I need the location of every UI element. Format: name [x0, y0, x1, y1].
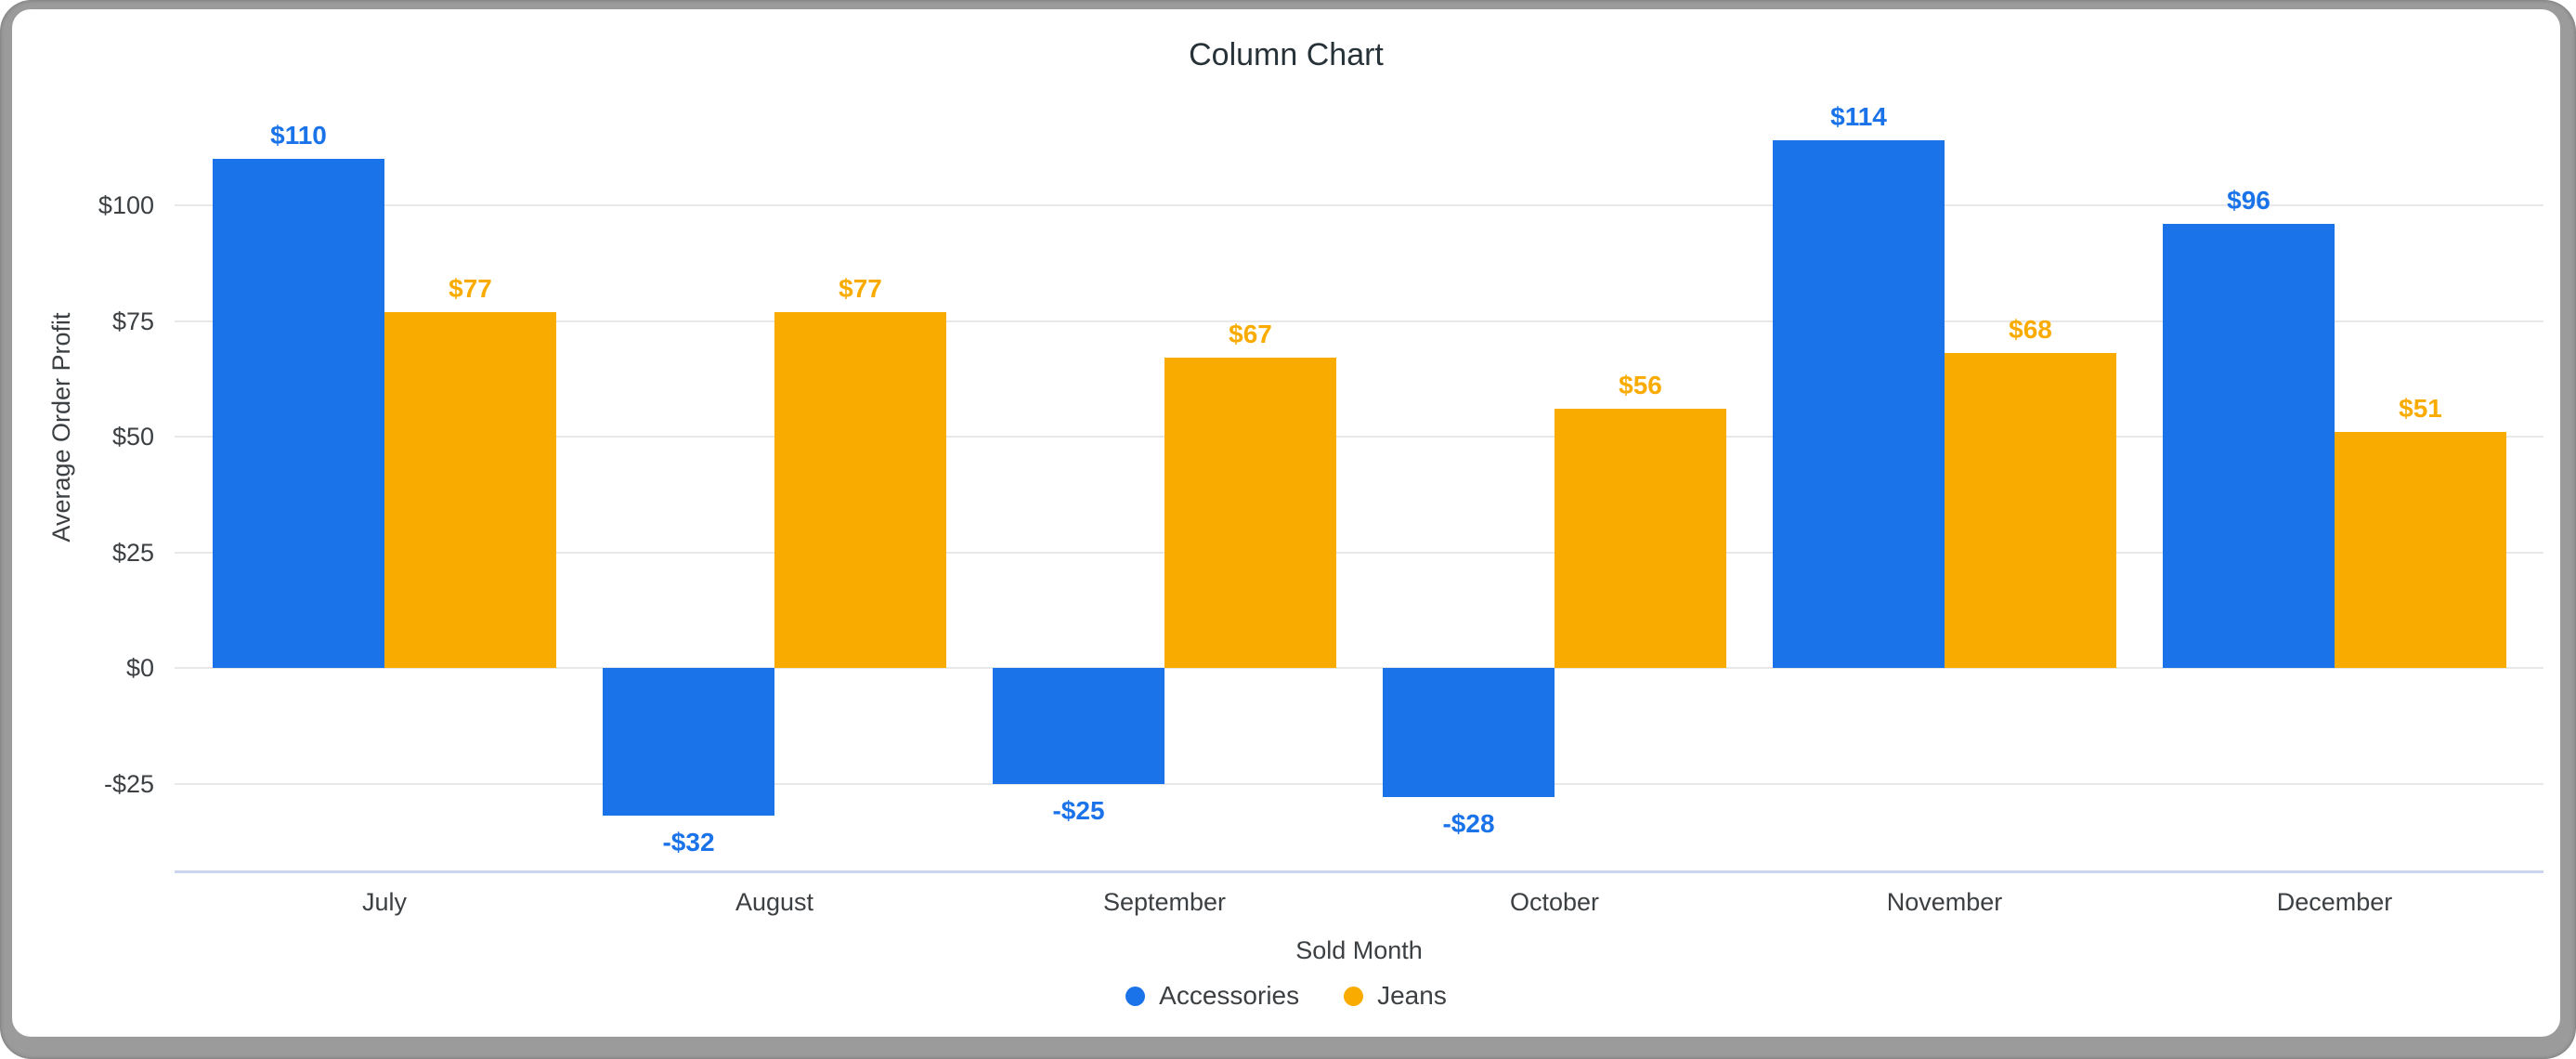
bar-jeans-december[interactable] — [2335, 432, 2506, 668]
legend-dot-jeans — [1344, 986, 1364, 1006]
bar-accessories-december[interactable] — [2163, 223, 2335, 668]
bar-accessories-november[interactable] — [1773, 140, 1945, 668]
y-tick--0: $0 — [125, 654, 154, 682]
bar-value-label-jeans-july: $77 — [449, 273, 492, 303]
bar-value-label-accessories-september: -$25 — [1052, 795, 1105, 825]
bar-jeans-july[interactable] — [384, 311, 556, 668]
y-tick--100: $100 — [98, 191, 154, 219]
bar-accessories-october[interactable] — [1383, 668, 1555, 798]
legend-item-accessories[interactable]: Accessories — [1125, 980, 1299, 1012]
chart-title: Column Chart — [1189, 37, 1384, 72]
chart-card: Column Chart Average Order Profit $110 $7… — [12, 9, 2560, 1037]
legend-dot-accessories — [1125, 986, 1146, 1006]
x-tick-december: December — [2276, 888, 2393, 916]
bar-jeans-october[interactable] — [1555, 409, 1726, 668]
bar-value-label-jeans-august: $77 — [839, 273, 882, 303]
gridline--100 — [175, 204, 2543, 206]
x-tick-august: August — [735, 888, 814, 916]
y-tick--50: $50 — [111, 423, 154, 451]
y-tick--25: $25 — [111, 538, 154, 567]
gridline--0 — [175, 667, 2543, 669]
legend-item-jeans[interactable]: Jeans — [1344, 980, 1447, 1012]
legend-label-jeans: Jeans — [1377, 981, 1447, 1010]
bar-value-label-accessories-november: $114 — [1830, 102, 1887, 132]
bar-value-label-jeans-november: $68 — [2009, 315, 2052, 345]
plot-area: $110 $77 -$32 $77 -$25 $67 -$28 $56 $114 $68 $96 $5… — [175, 98, 2543, 873]
bar-jeans-september[interactable] — [1164, 358, 1336, 668]
bar-accessories-september[interactable] — [993, 668, 1164, 784]
x-axis-baseline — [175, 870, 2543, 873]
y-tick--25: -$25 — [103, 769, 154, 798]
gridline--25 — [175, 551, 2543, 554]
legend-label-accessories: Accessories — [1159, 981, 1300, 1010]
bar-accessories-july[interactable] — [213, 159, 384, 668]
bar-jeans-august[interactable] — [774, 311, 946, 668]
x-tick-september: September — [1102, 888, 1227, 916]
gridline--25 — [175, 782, 2543, 785]
bar-accessories-august[interactable] — [603, 668, 774, 817]
bar-value-label-accessories-july: $110 — [270, 121, 327, 150]
gridline--75 — [175, 320, 2543, 322]
bar-value-label-accessories-october: -$28 — [1442, 809, 1495, 839]
x-axis-title: Sold Month — [1295, 936, 1423, 964]
x-tick-july: July — [361, 888, 407, 916]
bar-value-label-accessories-august: -$32 — [662, 828, 715, 857]
gridline--50 — [175, 436, 2543, 438]
bar-value-label-jeans-december: $51 — [2399, 394, 2442, 424]
legend: Accessories Jeans — [12, 980, 2560, 1012]
x-tick-october: October — [1509, 888, 1600, 916]
y-tick--75: $75 — [111, 307, 154, 335]
x-tick-november: November — [1886, 888, 2003, 916]
bar-jeans-november[interactable] — [1945, 353, 2116, 668]
bar-value-label-accessories-december: $96 — [2227, 185, 2270, 215]
bar-value-label-jeans-october: $56 — [1619, 371, 1662, 400]
bar-value-label-jeans-september: $67 — [1229, 320, 1272, 349]
